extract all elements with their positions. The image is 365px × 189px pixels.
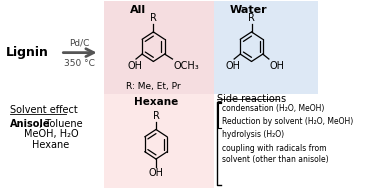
Text: OH: OH [149, 168, 164, 178]
Text: Pd/C: Pd/C [69, 38, 90, 47]
Text: R: R [248, 13, 255, 23]
FancyArrowPatch shape [63, 49, 94, 57]
Text: Side reactions: Side reactions [217, 94, 286, 104]
Text: 350 °C: 350 °C [64, 59, 95, 68]
Text: R: R [153, 111, 160, 121]
Text: Reduction by solvent (H₂O, MeOH): Reduction by solvent (H₂O, MeOH) [222, 117, 353, 126]
Text: Anisole: Anisole [10, 119, 51, 129]
Text: coupling with radicals from
solvent (other than anisole): coupling with radicals from solvent (oth… [222, 144, 328, 164]
Text: R: Me, Et, Pr: R: Me, Et, Pr [126, 82, 181, 91]
Bar [214, 1, 318, 94]
Text: R: R [150, 13, 157, 23]
Text: OH: OH [226, 61, 241, 71]
Text: Water: Water [230, 5, 268, 15]
Bar [104, 94, 214, 188]
Text: hydrolysis (H₂O): hydrolysis (H₂O) [222, 130, 284, 139]
Text: Lignin: Lignin [6, 46, 49, 59]
Text: , Toluene: , Toluene [39, 119, 82, 129]
Text: Solvent effect: Solvent effect [10, 105, 78, 115]
Text: Hexane: Hexane [134, 97, 178, 107]
Text: condensation (H₂O, MeOH): condensation (H₂O, MeOH) [222, 104, 324, 113]
Text: All: All [130, 5, 146, 15]
Bar [104, 1, 214, 94]
Text: MeOH, H₂O: MeOH, H₂O [24, 129, 78, 139]
Text: OCH₃: OCH₃ [173, 61, 199, 71]
Text: Hexane: Hexane [32, 140, 69, 150]
Text: OH: OH [128, 61, 143, 71]
Text: OH: OH [270, 61, 285, 71]
